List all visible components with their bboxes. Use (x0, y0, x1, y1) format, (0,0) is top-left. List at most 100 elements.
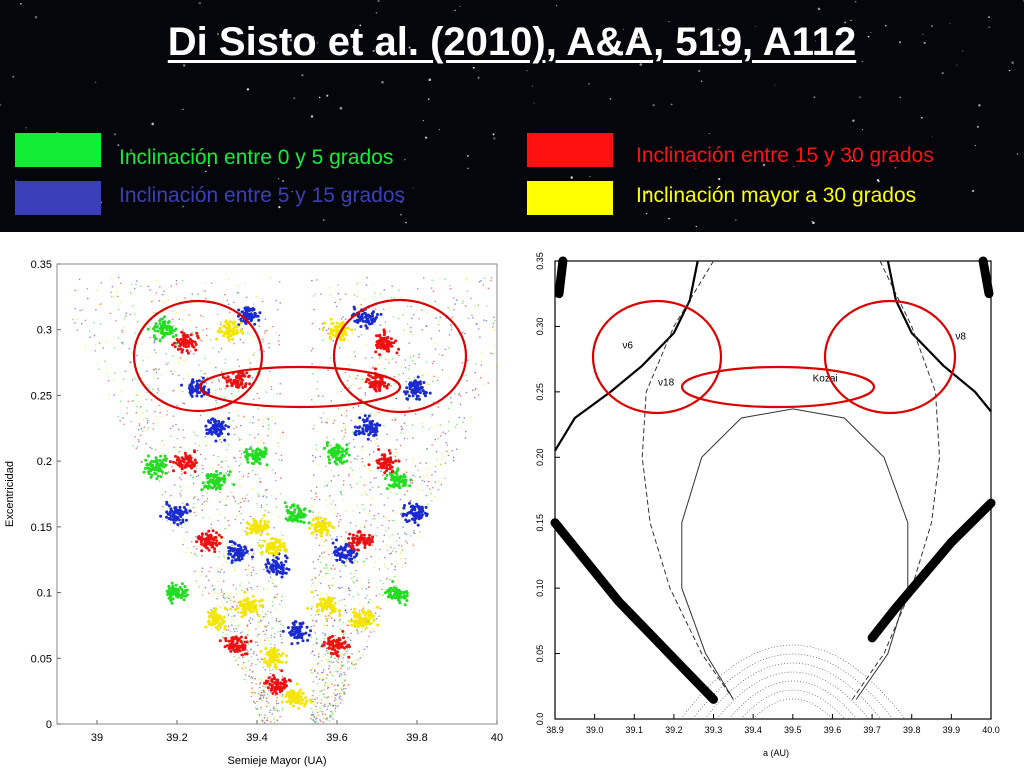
scatter-point (161, 505, 164, 508)
scatter-point (360, 526, 362, 529)
scatter-point (479, 377, 482, 379)
scatter-point (401, 566, 404, 568)
scatter-point (158, 319, 162, 323)
scatter-point (262, 364, 265, 366)
scatter-point (254, 641, 257, 643)
scatter-point (391, 595, 395, 599)
scatter-point (437, 403, 440, 405)
scatter-point (397, 289, 400, 292)
scatter-point (354, 559, 356, 562)
scatter-point (260, 506, 263, 509)
scatter-point (275, 621, 278, 623)
scatter-point (384, 339, 388, 342)
scatter-point (271, 691, 275, 695)
scatter-point (259, 480, 261, 483)
scatter-point (279, 392, 281, 395)
scatter-point (98, 342, 101, 344)
scatter-point (348, 532, 352, 536)
scatter-point (474, 363, 477, 365)
scatter-point (312, 719, 314, 721)
scatter-point (271, 570, 275, 573)
scatter-point (136, 280, 138, 282)
scatter-point (354, 457, 356, 460)
scatter-point (250, 656, 253, 658)
scatter-point (261, 300, 264, 303)
scatter-point (317, 682, 319, 685)
scatter-point (332, 661, 335, 663)
scatter-point (145, 429, 148, 432)
scatter-point (394, 568, 396, 571)
scatter-point (395, 493, 398, 495)
scatter-point (150, 473, 154, 477)
scatter-point (167, 596, 171, 600)
scatter-point (423, 277, 425, 279)
scatter-point (228, 470, 232, 474)
scatter-point (328, 719, 331, 722)
scatter-point (133, 287, 136, 290)
scatter-point (373, 414, 376, 416)
scatter-point (104, 360, 106, 362)
scatter-point (356, 374, 359, 377)
scatter-point (258, 477, 261, 480)
scatter-point (218, 567, 220, 569)
scatter-point (437, 480, 440, 483)
scatter-point (168, 460, 172, 464)
scatter-point (241, 643, 245, 646)
scatter-point (192, 353, 195, 355)
scatter-point (131, 352, 133, 354)
scatter-point (372, 430, 376, 434)
scatter-point (328, 286, 331, 289)
scatter-point (333, 512, 336, 515)
scatter-point (264, 668, 267, 671)
scatter-point (247, 332, 249, 334)
scatter-point (447, 407, 450, 410)
scatter-point (239, 501, 242, 504)
scatter-point (254, 457, 258, 461)
scatter-point (382, 333, 386, 337)
scatter-point (180, 495, 182, 497)
scatter-point (376, 526, 379, 529)
scatter-point (102, 347, 104, 349)
star (894, 166, 897, 169)
scatter-point (249, 313, 253, 317)
scatter-point (199, 574, 201, 577)
scatter-point (234, 500, 237, 502)
scatter-point (411, 424, 414, 426)
scatter-point (370, 422, 374, 426)
scatter-point (276, 681, 280, 685)
scatter-point (328, 481, 331, 484)
scatter-point (293, 633, 296, 636)
scatter-point (152, 327, 155, 331)
scatter-point (275, 617, 278, 620)
scatter-point (251, 588, 253, 590)
scatter-point (372, 366, 374, 368)
scatter-point (341, 691, 344, 693)
scatter-point (172, 510, 176, 514)
scatter-point (183, 402, 186, 405)
scatter-point (167, 299, 170, 301)
scatter-point (247, 553, 250, 555)
star (1011, 61, 1014, 64)
scatter-point (368, 453, 371, 456)
scatter-point (460, 395, 462, 397)
scatter-point (213, 536, 217, 540)
scatter-point (216, 598, 218, 600)
scatter-point (293, 508, 297, 512)
scatter-point (210, 566, 212, 569)
scatter-point (312, 561, 315, 563)
star (425, 136, 428, 139)
scatter-point (183, 471, 187, 475)
scatter-point (387, 449, 391, 452)
scatter-point (183, 451, 187, 455)
scatter-point (280, 493, 282, 495)
star (352, 45, 355, 49)
scatter-point (117, 415, 119, 418)
scatter-point (383, 458, 386, 462)
scatter-point (227, 639, 231, 643)
scatter-point (372, 460, 374, 463)
scatter-point (313, 403, 316, 406)
scatter-point (283, 501, 287, 505)
scatter-point (219, 501, 221, 503)
scatter-point (213, 431, 217, 435)
scatter-point (464, 430, 467, 433)
